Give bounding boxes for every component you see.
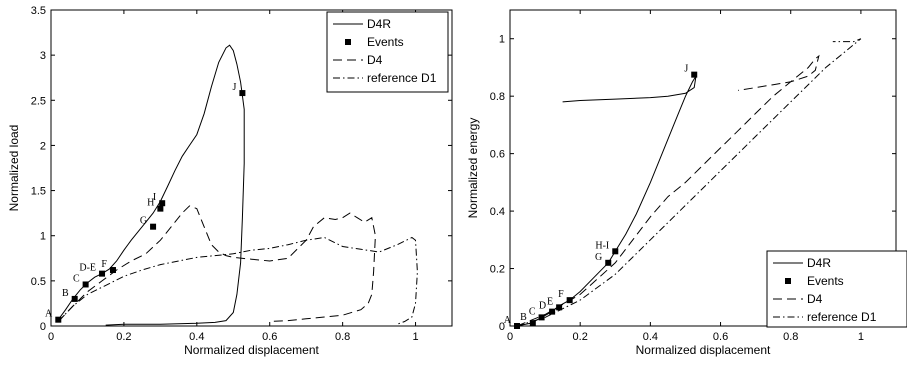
x-tick-label: 0.4 — [189, 331, 204, 343]
event-marker — [556, 304, 563, 311]
legend-label: Events — [807, 274, 844, 288]
legend-box — [766, 250, 907, 328]
event-label: B — [520, 312, 527, 323]
x-tick-label: 0.4 — [643, 331, 658, 343]
y-tick-label: 2 — [40, 140, 46, 152]
legend-label: reference D1 — [367, 71, 437, 85]
event-marker — [159, 200, 166, 207]
event-marker — [55, 316, 62, 323]
y-axis-label: Normalized energy — [466, 118, 480, 219]
event-label: E — [547, 296, 553, 307]
event-marker — [612, 248, 619, 255]
x-tick-label: 0.6 — [713, 331, 728, 343]
legend-label: D4 — [367, 53, 383, 67]
x-axis-label: Normalized displacement — [636, 343, 771, 357]
event-marker — [150, 223, 157, 230]
event-marker — [71, 295, 78, 302]
x-tick-label: 1 — [412, 331, 418, 343]
legend-label: D4 — [807, 292, 823, 306]
event-marker — [514, 323, 521, 329]
event-label: J — [232, 82, 236, 93]
chart-2: 0 0.2 0.4 0.6 0.8 1 0 0.2 0.4 0.6 0.8 1 Normalized d… — [466, 9, 907, 357]
event-label: D-E — [79, 263, 96, 274]
event-marker — [239, 90, 246, 97]
event-label: G — [595, 252, 602, 263]
event-marker — [529, 320, 536, 327]
legend: D4R Events D4 reference D1 — [326, 11, 449, 93]
series-d4r — [57, 44, 245, 326]
y-tick-label: 3.5 — [31, 5, 46, 17]
x-tick-label: 0.8 — [335, 331, 350, 343]
event-label: C — [73, 273, 80, 284]
y-tick-label: 0 — [40, 321, 46, 333]
event-label: B — [62, 288, 69, 299]
event-marker — [157, 205, 164, 212]
x-tick-label: 0.2 — [573, 331, 588, 343]
event-marker — [691, 71, 698, 78]
series-reference-d1 — [516, 38, 862, 326]
x-tick-label: 0.2 — [116, 331, 131, 343]
event-label: A — [45, 309, 53, 320]
x-tick-label: 1 — [858, 331, 864, 343]
event-label: G — [140, 216, 147, 227]
event-marker — [82, 281, 89, 288]
chart-1: 0 0.2 0.4 0.6 0.8 1 0 0.5 1 1.5 2 2.5 3 3.5 Normalized… — [7, 5, 453, 357]
series-reference-d1 — [57, 236, 418, 325]
y-axis-label: Normalized load — [7, 125, 21, 212]
plot-area — [50, 9, 453, 327]
x-axis-label: Normalized displacement — [184, 343, 319, 357]
event-marker — [538, 314, 545, 321]
legend-label: D4R — [807, 256, 831, 270]
legend-label: reference D1 — [807, 310, 877, 324]
event-label: H-I — [595, 240, 609, 251]
event-marker — [99, 270, 106, 277]
legend-marker — [345, 39, 351, 45]
series-d4 — [57, 205, 376, 322]
event-label: F — [101, 259, 107, 270]
event-marker — [109, 267, 116, 274]
y-tick-label: 0.8 — [490, 91, 505, 103]
event-label: D — [539, 301, 546, 312]
y-tick-label: 0.5 — [31, 276, 46, 288]
legend-marker — [785, 278, 791, 284]
x-tick-label: 0 — [48, 331, 54, 343]
plot-area — [509, 9, 897, 327]
event-label: I — [153, 192, 156, 203]
event-marker — [566, 297, 573, 304]
event-label: C — [529, 306, 536, 317]
y-tick-label: 1.5 — [31, 186, 46, 198]
x-tick-label: 0.6 — [262, 331, 277, 343]
event-label: J — [684, 64, 688, 75]
legend-box — [326, 11, 449, 93]
event-label: H — [147, 198, 154, 209]
event-label: F — [558, 289, 564, 300]
series-d4 — [516, 54, 820, 326]
event-marker — [605, 259, 612, 266]
legend: D4R Events D4 reference D1 — [766, 250, 907, 328]
y-tick-label: 1 — [499, 34, 505, 46]
y-tick-label: 0.4 — [490, 206, 505, 218]
y-tick-label: 0.6 — [490, 149, 505, 161]
y-tick-label: 1 — [40, 231, 46, 243]
series-d4r — [516, 75, 697, 326]
event-marker — [549, 308, 556, 315]
y-tick-label: 0.2 — [490, 264, 505, 276]
y-tick-label: 0 — [499, 321, 505, 333]
y-tick-label: 3 — [40, 50, 46, 62]
legend-label: Events — [367, 35, 404, 49]
x-tick-label: 0 — [507, 331, 513, 343]
x-tick-label: 0.8 — [783, 331, 798, 343]
y-tick-label: 2.5 — [31, 95, 46, 107]
legend-label: D4R — [367, 17, 391, 31]
event-label: A — [504, 315, 512, 326]
